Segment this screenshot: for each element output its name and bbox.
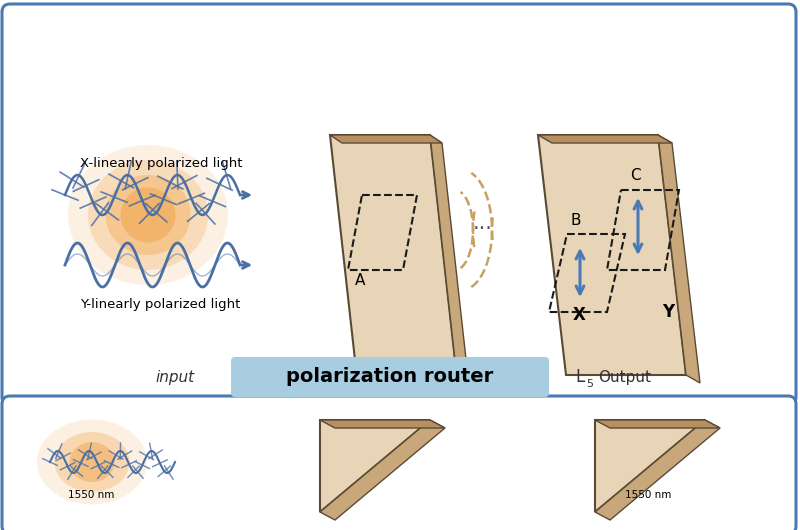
Ellipse shape <box>54 432 130 492</box>
Polygon shape <box>330 135 455 360</box>
Polygon shape <box>320 420 430 512</box>
Polygon shape <box>538 135 686 375</box>
Polygon shape <box>595 420 705 512</box>
Text: L: L <box>575 368 584 386</box>
Text: Y: Y <box>662 303 674 321</box>
Polygon shape <box>658 135 700 383</box>
Polygon shape <box>320 420 445 520</box>
Ellipse shape <box>68 145 228 285</box>
Text: ...: ... <box>474 368 492 386</box>
Text: Y-linearly polarized light: Y-linearly polarized light <box>80 298 240 311</box>
Text: X-linearly polarized light: X-linearly polarized light <box>80 157 242 170</box>
FancyBboxPatch shape <box>231 357 549 397</box>
Text: 5: 5 <box>586 379 593 389</box>
Text: Output: Output <box>598 370 651 385</box>
Text: L: L <box>375 368 385 386</box>
FancyBboxPatch shape <box>2 396 796 530</box>
Polygon shape <box>595 420 720 520</box>
Ellipse shape <box>70 442 114 482</box>
Polygon shape <box>430 135 467 368</box>
Text: 1: 1 <box>391 379 398 389</box>
Ellipse shape <box>121 188 175 243</box>
Text: A: A <box>355 273 366 288</box>
Ellipse shape <box>106 175 190 255</box>
Text: X: X <box>573 306 586 324</box>
Text: B: B <box>570 213 581 228</box>
Text: ...: ... <box>473 213 493 233</box>
Polygon shape <box>330 135 442 143</box>
Text: input: input <box>155 370 194 385</box>
Polygon shape <box>595 420 720 428</box>
Ellipse shape <box>88 160 208 270</box>
Polygon shape <box>538 135 672 143</box>
Polygon shape <box>320 420 445 428</box>
Text: C: C <box>630 168 641 183</box>
FancyBboxPatch shape <box>2 4 796 405</box>
Text: polarization router: polarization router <box>286 367 494 386</box>
Text: 1550 nm: 1550 nm <box>625 490 671 500</box>
Ellipse shape <box>37 420 147 505</box>
Text: 1550 nm: 1550 nm <box>68 490 114 500</box>
